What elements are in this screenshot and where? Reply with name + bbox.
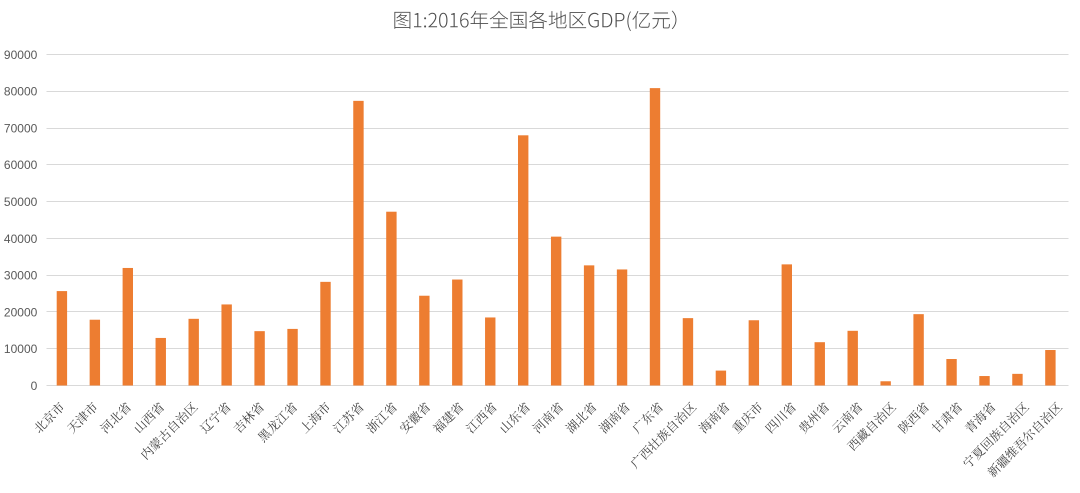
svg-text:80000: 80000 <box>4 85 38 99</box>
svg-text:20000: 20000 <box>4 305 38 319</box>
svg-text:50000: 50000 <box>4 195 38 209</box>
svg-text:10000: 10000 <box>4 342 38 356</box>
svg-text:30000: 30000 <box>4 269 38 283</box>
svg-text:90000: 90000 <box>4 48 38 62</box>
svg-text:0: 0 <box>31 379 38 393</box>
svg-text:60000: 60000 <box>4 158 38 172</box>
svg-text:70000: 70000 <box>4 121 38 135</box>
svg-text:40000: 40000 <box>4 232 38 246</box>
